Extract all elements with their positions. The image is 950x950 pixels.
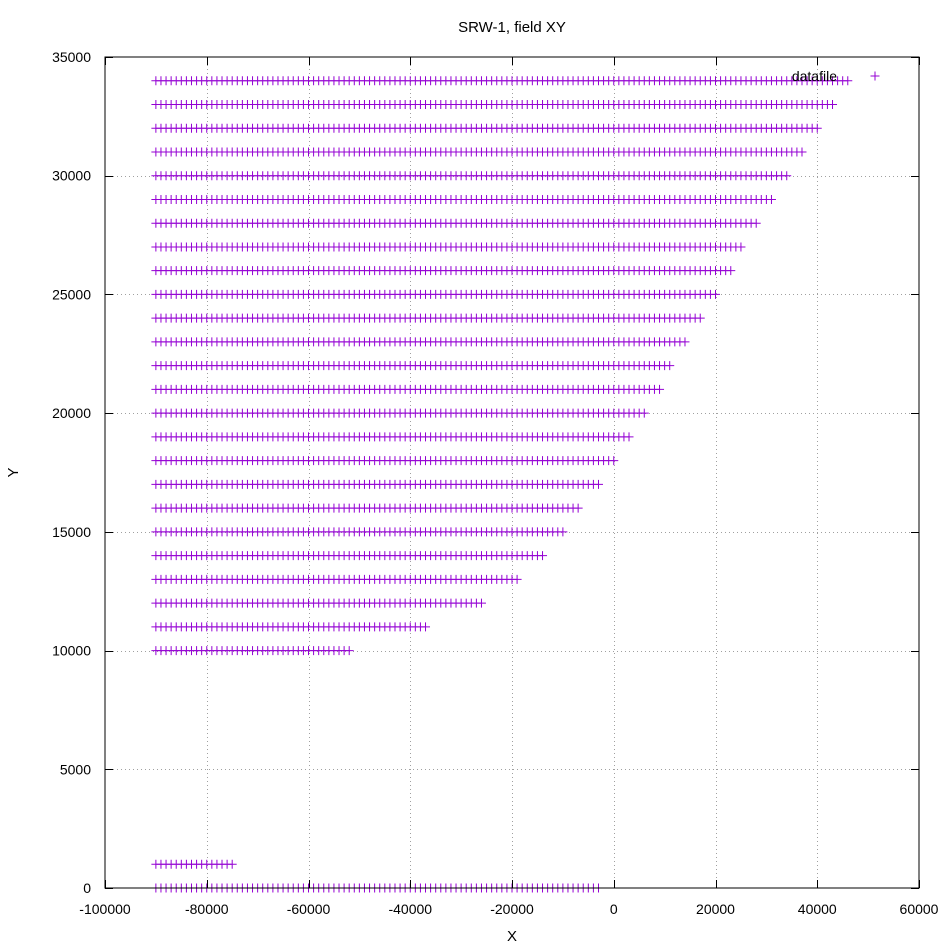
data-point xyxy=(227,859,237,869)
x-tick-label: 40000 xyxy=(798,901,837,917)
x-tick-label: -20000 xyxy=(490,901,534,917)
data-point xyxy=(476,598,486,608)
axis-ticks xyxy=(105,57,920,889)
data-point xyxy=(512,574,522,584)
x-tick-label: 20000 xyxy=(696,901,735,917)
x-tick-label: 0 xyxy=(610,901,618,917)
grid-lines xyxy=(105,57,919,888)
data-point xyxy=(573,503,583,513)
x-tick-label: -60000 xyxy=(287,901,331,917)
tick-labels: -100000 -80000 -60000 -40000 -20000 0 20000 400… xyxy=(52,49,939,917)
x-tick-label: -100000 xyxy=(79,901,131,917)
data-point xyxy=(797,147,807,157)
data-point xyxy=(609,456,619,466)
x-tick-label: -80000 xyxy=(185,901,229,917)
data-point xyxy=(680,337,690,347)
data-point xyxy=(695,313,705,323)
x-axis-title: X xyxy=(507,928,517,945)
data-point xyxy=(344,646,354,656)
data-point xyxy=(421,622,431,632)
x-tick-label: -40000 xyxy=(388,901,432,917)
data-point xyxy=(828,99,838,109)
data-point xyxy=(558,527,568,537)
data-point xyxy=(766,194,776,204)
y-tick-label: 10000 xyxy=(52,643,91,659)
y-tick-label: 15000 xyxy=(52,524,91,540)
legend-label: datafile xyxy=(792,68,837,84)
legend-marker-symbol xyxy=(870,71,880,81)
y-tick-label: 30000 xyxy=(52,168,91,184)
legend: datafile xyxy=(792,68,880,84)
data-point xyxy=(639,408,649,418)
y-tick-label: 35000 xyxy=(52,49,91,65)
chart-title: SRW-1, field XY xyxy=(458,19,566,36)
data-point xyxy=(665,361,675,371)
legend-marker xyxy=(870,71,880,81)
x-tick-label: 60000 xyxy=(900,901,939,917)
data-point xyxy=(812,123,822,133)
data-point xyxy=(655,384,665,394)
data-point xyxy=(751,218,761,228)
y-tick-label: 5000 xyxy=(60,761,91,777)
data-point xyxy=(736,242,746,252)
data-point xyxy=(843,76,853,86)
y-tick-label: 20000 xyxy=(52,405,91,421)
data-point xyxy=(782,171,792,181)
y-axis-title: Y xyxy=(5,467,22,477)
data-point xyxy=(624,432,634,442)
data-point xyxy=(538,551,548,561)
y-tick-label: 0 xyxy=(83,880,91,896)
data-point xyxy=(711,289,720,299)
data-point xyxy=(593,479,603,489)
data-point xyxy=(726,266,736,276)
y-tick-label: 25000 xyxy=(52,286,91,302)
